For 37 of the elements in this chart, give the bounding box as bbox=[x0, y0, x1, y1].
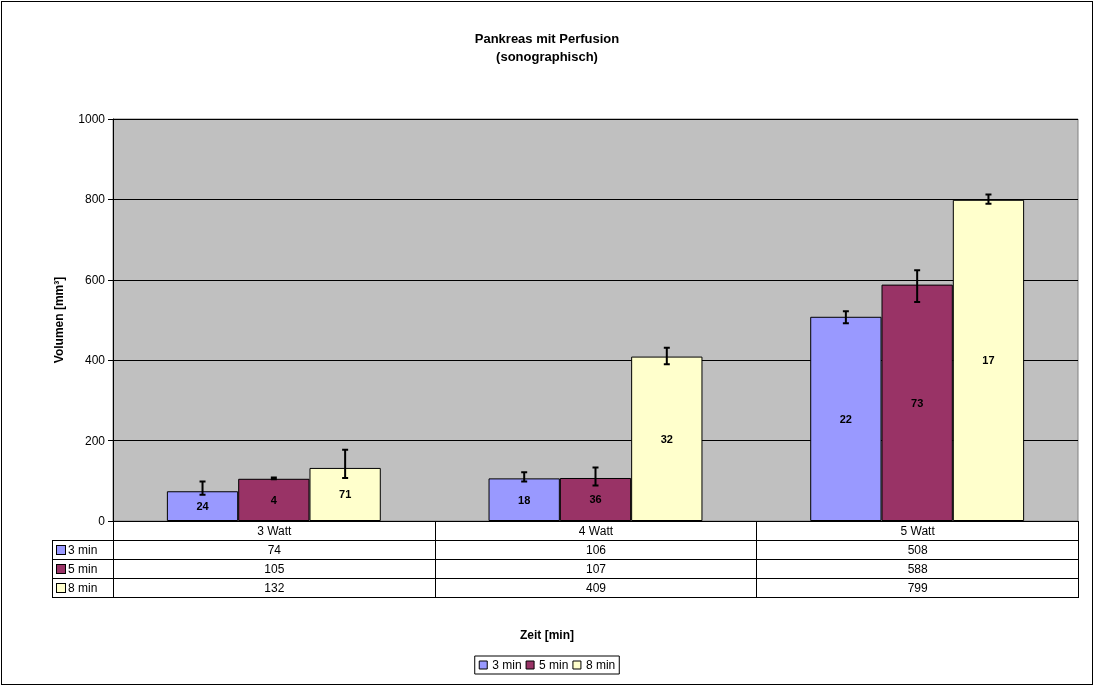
annotation: 24 bbox=[196, 500, 210, 513]
text: 8 min bbox=[68, 581, 98, 595]
data-label: 508 bbox=[756, 540, 1079, 560]
chart-title: Pankreas mit Perfusion bbox=[474, 31, 620, 46]
annotation: 4 bbox=[270, 493, 278, 506]
chart-subtitle: (sonographisch) bbox=[496, 49, 598, 64]
x-tick-label: 3 Watt bbox=[113, 521, 436, 541]
data-label: 799 bbox=[756, 578, 1079, 598]
data-label: 588 bbox=[756, 559, 1079, 579]
text: 5 min bbox=[68, 562, 98, 576]
data-label: 132 bbox=[113, 578, 436, 598]
data-label: 74 bbox=[113, 540, 436, 560]
x-tick-label: 4 Watt bbox=[435, 521, 757, 541]
annotation: 36 bbox=[589, 493, 602, 506]
annotation: 73 bbox=[911, 396, 924, 409]
y-tick-label: 200 bbox=[84, 433, 106, 448]
annotation: 18 bbox=[518, 493, 531, 506]
data-label: 106 bbox=[435, 540, 757, 560]
y-axis-title: Volumen [mm³] bbox=[52, 276, 66, 364]
data-label: 105 bbox=[113, 559, 436, 579]
annotation: 32 bbox=[660, 432, 673, 445]
y-tick-label: 800 bbox=[84, 192, 106, 207]
y-tick-label: 0 bbox=[98, 514, 106, 528]
annotation: 22 bbox=[839, 412, 852, 425]
x-tick-label: 5 Watt bbox=[756, 521, 1079, 541]
legend-label: 8 min bbox=[585, 658, 616, 672]
legend-label: 5 min bbox=[539, 658, 569, 672]
annotation: 71 bbox=[339, 488, 352, 501]
y-tick-label: 400 bbox=[84, 353, 106, 368]
y-tick-label: 600 bbox=[84, 272, 106, 287]
legend-label: 3 min bbox=[68, 543, 98, 557]
data-label: 409 bbox=[435, 578, 757, 598]
data-label: 107 bbox=[435, 559, 757, 579]
annotation: 17 bbox=[982, 354, 995, 367]
y-tick-label: 1000 bbox=[78, 112, 106, 126]
text: Zeit [min] bbox=[520, 628, 574, 642]
text: 3 min bbox=[492, 658, 522, 672]
